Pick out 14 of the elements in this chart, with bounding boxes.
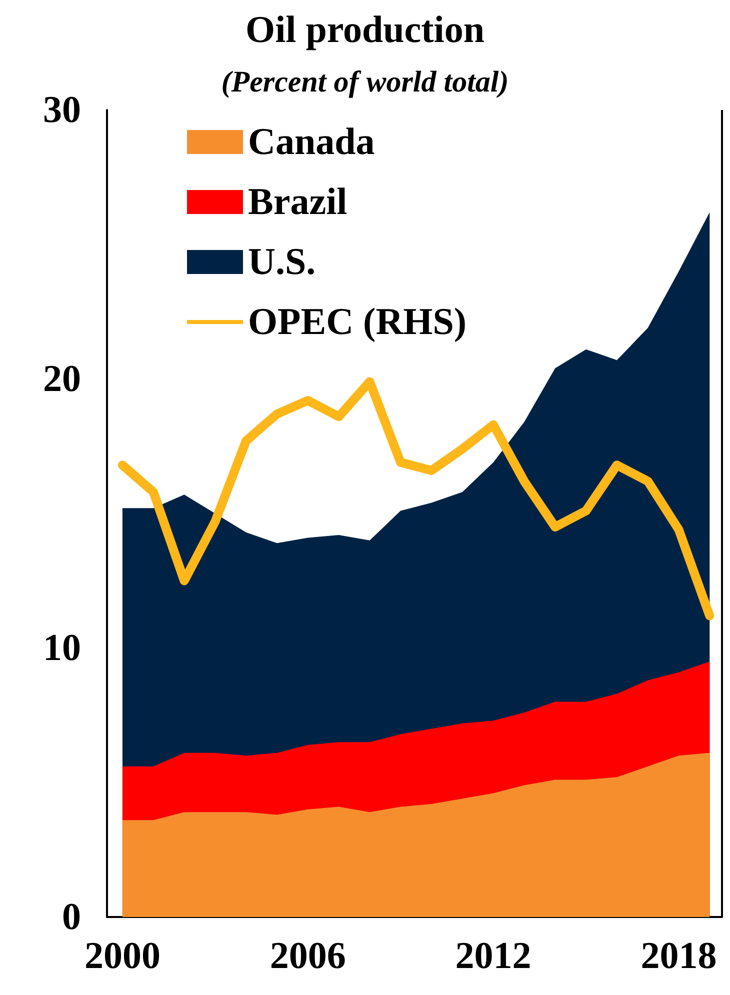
legend-label: OPEC (RHS) [248,301,466,343]
legend-label: Brazil [248,181,348,223]
legend-label: U.S. [248,241,316,283]
chart-subtitle: (Percent of world total) [221,66,509,98]
y-tick-label: 10 [43,627,81,669]
y-tick-label: 0 [62,896,81,938]
legend-label: Canada [248,121,375,163]
x-tick-label: 2000 [84,935,160,977]
y-tick-label: 30 [43,89,81,131]
chart-title: Oil production [246,9,484,51]
x-tick-label: 2018 [640,935,717,977]
x-tick-label: 2006 [270,935,346,977]
y-tick-label: 20 [43,358,81,400]
x-tick-label: 2012 [455,935,532,977]
